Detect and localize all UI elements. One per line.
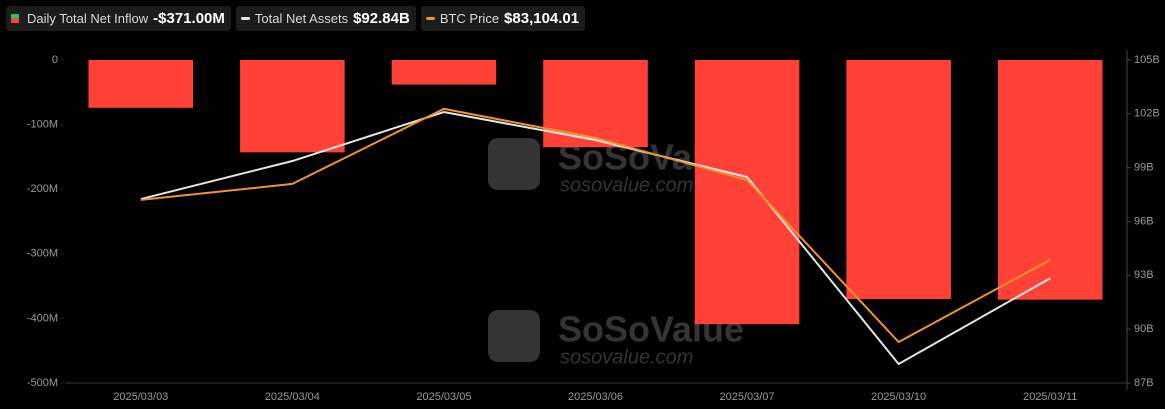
x-tick-label: 2025/03/05 — [416, 391, 471, 403]
legend-label: Total Net Assets — [254, 11, 349, 26]
legend-swatch — [240, 17, 250, 20]
legend: Daily Total Net Inflow -$371.00M Total Net… — [6, 6, 586, 31]
y2-tick-label: 102B — [1134, 108, 1160, 120]
y2-tick-label: 105B — [1134, 54, 1160, 66]
y-tick-label: -500M — [27, 377, 58, 389]
y-tick-label: 0 — [52, 54, 58, 66]
x-tick-label: 2025/03/10 — [871, 391, 926, 403]
bar — [846, 60, 951, 300]
x-tick-label: 2025/03/04 — [265, 391, 320, 403]
legend-swatch — [11, 14, 19, 23]
bar — [997, 60, 1103, 300]
legend-item: BTC Price $83,104.01 — [420, 6, 586, 31]
y2-tick-label: 90B — [1134, 323, 1154, 335]
legend-value: $83,104.01 — [504, 10, 580, 27]
legend-swatch — [425, 17, 435, 20]
y2-tick-label: 99B — [1134, 162, 1154, 174]
watermark-logo — [488, 138, 540, 190]
bar — [391, 60, 497, 85]
watermark-url: sosovalue.com — [560, 346, 693, 368]
y2-tick-label: 96B — [1134, 215, 1154, 227]
legend-item: Daily Total Net Inflow -$371.00M — [6, 6, 231, 31]
x-tick-label: 2025/03/07 — [720, 391, 775, 403]
legend-value: -$371.00M — [153, 10, 225, 27]
line — [140, 111, 1051, 366]
x-tick-label: 2025/03/03 — [113, 391, 168, 403]
line — [140, 107, 1051, 344]
y2-tick-label: 87B — [1134, 377, 1154, 389]
watermark-logo — [488, 310, 540, 362]
x-tick-label: 2025/03/11 — [1023, 391, 1077, 403]
y-tick-label: -100M — [27, 119, 58, 131]
bar — [88, 60, 194, 108]
bar — [240, 60, 345, 153]
legend-value: $92.84B — [353, 10, 410, 27]
y-tick-label: -400M — [27, 312, 58, 324]
y-tick-label: -200M — [27, 183, 58, 195]
y-tick-label: -300M — [27, 248, 58, 260]
legend-label: BTC Price — [439, 11, 500, 26]
legend-label: Daily Total Net Inflow — [27, 11, 149, 26]
bar — [694, 60, 800, 325]
y2-tick-label: 93B — [1134, 269, 1154, 281]
x-tick-label: 2025/03/06 — [568, 391, 623, 403]
watermark-url: sosovalue.com — [560, 174, 693, 196]
legend-item: Total Net Assets $92.84B — [235, 6, 416, 31]
